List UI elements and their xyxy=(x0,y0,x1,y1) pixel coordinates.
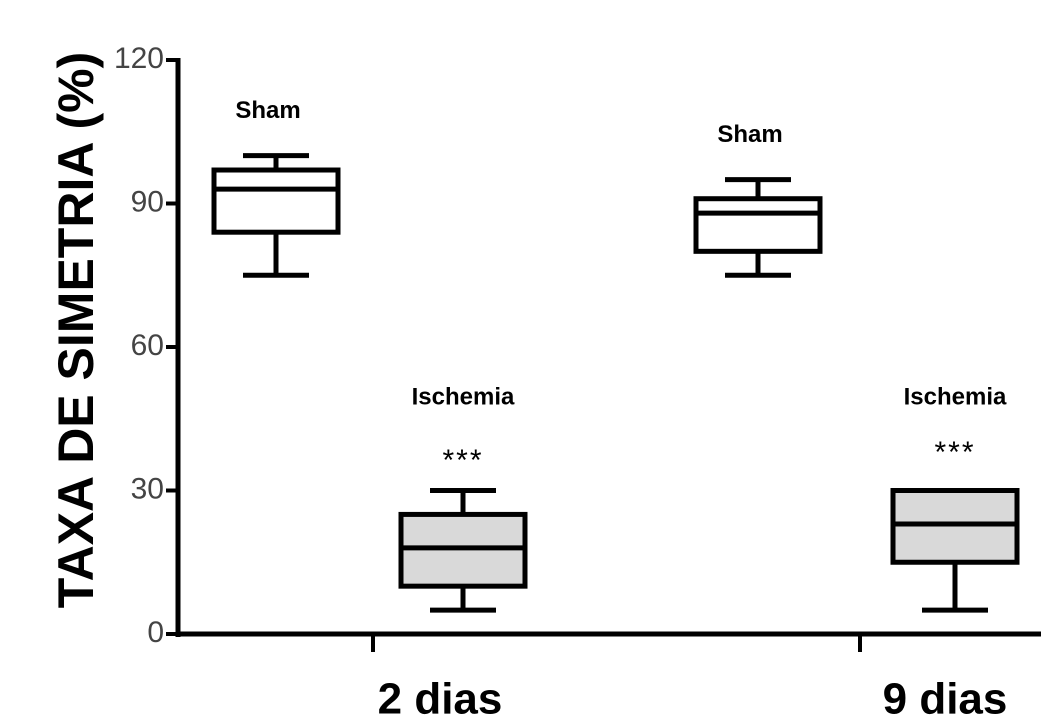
box-plot-item: Sham xyxy=(693,121,823,278)
box-label: Sham xyxy=(235,97,300,124)
significance-label: *** xyxy=(442,444,483,477)
box-plot-item: Ischemia *** xyxy=(890,383,1020,613)
x-tick-label: 9 dias xyxy=(883,675,1008,724)
axes: 0 30 60 90 120 2 dias 9 dias xyxy=(114,42,1041,724)
y-axis-label: TAXA DE SIMETRIA (%) xyxy=(48,52,104,608)
box-iqr xyxy=(693,196,823,254)
box-label: Sham xyxy=(717,121,782,148)
y-tick-label: 90 xyxy=(131,185,164,218)
y-tick-label: 60 xyxy=(131,329,164,362)
y-tick-label: 120 xyxy=(114,42,164,75)
y-tick-label: 0 xyxy=(147,616,164,649)
boxes: Sham Ischemia *** Sham Ischemia *** xyxy=(211,97,1020,613)
box-iqr xyxy=(211,167,341,235)
significance-label: *** xyxy=(934,436,975,469)
box-label: Ischemia xyxy=(904,383,1007,410)
box-plot-item: Ischemia *** xyxy=(398,383,528,613)
x-tick-label: 2 dias xyxy=(378,675,503,724)
y-tick-label: 30 xyxy=(131,472,164,505)
box-label: Ischemia xyxy=(412,383,515,410)
box-plot-item: Sham xyxy=(211,97,341,278)
